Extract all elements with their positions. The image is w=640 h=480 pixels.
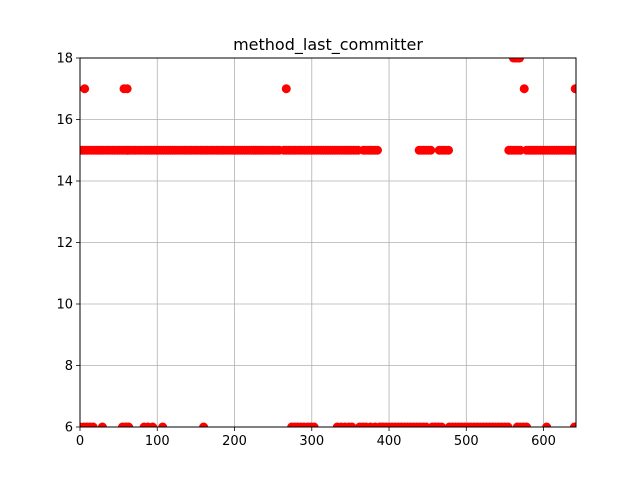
data-point (309, 422, 319, 427)
data-point (542, 422, 552, 427)
data-point (124, 422, 134, 427)
axis-ticks: 0 100 200 300 400 500 600 6 8 10 12 14 16 18 (56, 52, 556, 450)
data-point (281, 84, 291, 94)
data-point (515, 58, 525, 63)
grid (79, 57, 576, 428)
x-tick-label: 600 (531, 434, 556, 449)
data-point (347, 422, 357, 427)
chart-title: method_last_committer (233, 35, 423, 55)
data-point (426, 145, 436, 155)
data-points (80, 58, 576, 427)
y-tick-label: 14 (56, 175, 73, 190)
data-point (569, 422, 576, 427)
data-point (372, 145, 382, 155)
data-point (522, 422, 532, 427)
data-point (148, 422, 158, 427)
x-tick-label: 400 (377, 434, 402, 449)
data-point (570, 84, 576, 94)
y-tick-label: 12 (56, 236, 73, 251)
x-tick-label: 500 (454, 434, 479, 449)
data-point (88, 422, 98, 427)
data-point (503, 422, 513, 427)
data-point (519, 84, 529, 94)
data-point (515, 145, 525, 155)
data-point (444, 145, 454, 155)
y-tick-label: 10 (56, 298, 73, 313)
data-point (122, 84, 132, 94)
x-tick-label: 100 (145, 434, 170, 449)
data-point (97, 422, 107, 427)
data-point (80, 84, 90, 94)
x-tick-label: 200 (222, 434, 247, 449)
data-point (158, 422, 168, 427)
y-tick-label: 16 (56, 113, 73, 128)
data-point (570, 145, 576, 155)
x-tick-label: 300 (299, 434, 324, 449)
data-point (199, 422, 209, 427)
y-tick-label: 18 (56, 52, 73, 67)
data-point (437, 422, 447, 427)
y-tick-label: 6 (65, 421, 73, 436)
x-tick-label: 0 (76, 434, 84, 449)
y-tick-label: 8 (65, 359, 73, 374)
